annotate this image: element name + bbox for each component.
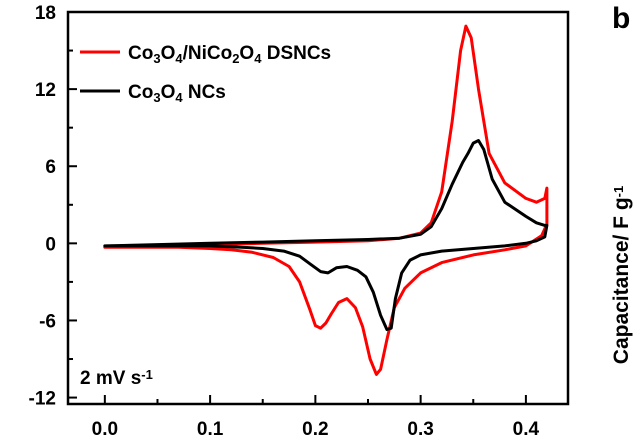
scan-rate-text: 2 mV s-1 [80,367,153,389]
x-tick-label: 0.0 [92,419,118,440]
y-tick-label: 6 [45,157,56,178]
axis-ticks: 0.0 0.1 0.2 0.3 0.4 -12 -6 0 6 12 18 [29,3,540,440]
panel-label: b [612,2,630,35]
series-line-0 [103,24,549,376]
y-tick-label: 12 [35,80,56,101]
legend: Co3O4/NiCo2O4 DSNCs Co3O4 NCs [80,43,331,105]
panel-letter: b [612,2,630,35]
plot-frame [66,10,570,406]
y-tick-label: 18 [35,3,56,24]
legend-label-1: Co3O4 NCs [128,82,226,105]
x-tick-label: 0.3 [407,419,433,440]
scan-rate-annotation: 2 mV s-1 [80,367,153,389]
y-tick-label: 0 [45,234,56,255]
plot-curves [103,24,549,376]
x-tick-label: 0.4 [513,419,540,440]
x-tick-label: 0.2 [302,419,328,440]
y-axis-label: Capacitance/ F g-1 [610,186,633,364]
series-line-1 [103,139,549,331]
y-tick-label: -12 [29,389,56,410]
y-axis-title: Capacitance/ F g-1 [610,186,633,364]
y-tick-label: -6 [39,311,56,332]
legend-label-0: Co3O4/NiCo2O4 DSNCs [128,43,331,66]
x-tick-label: 0.1 [197,419,224,440]
